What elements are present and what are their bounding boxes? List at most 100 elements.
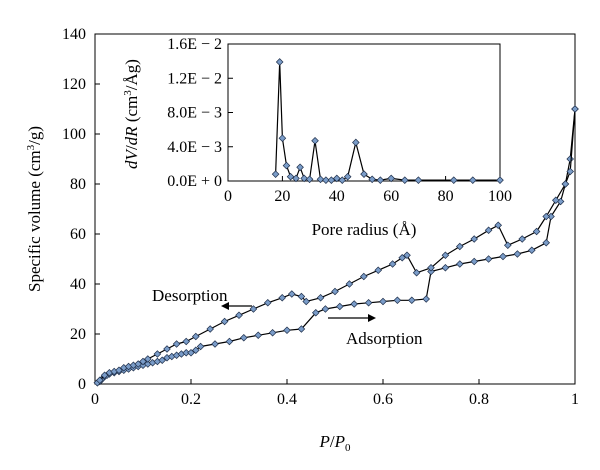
inset-data-point <box>414 176 423 184</box>
main-data-point <box>484 226 493 235</box>
main-data-point <box>249 305 258 313</box>
main-data-point <box>571 105 579 113</box>
main-data-point <box>441 263 450 272</box>
inset-background <box>228 44 500 181</box>
main-data-point <box>225 337 234 346</box>
inset-data-point <box>338 176 347 184</box>
desorption-label: Desorption <box>152 286 228 305</box>
main-data-point <box>288 290 296 298</box>
main-data-point <box>139 357 147 366</box>
main-data-point <box>163 345 171 353</box>
main-y-axis-label: Specific volume (cm3/g) <box>25 126 44 292</box>
inset-data-point <box>401 176 409 184</box>
main-data-point <box>187 348 195 357</box>
inset-data-point <box>296 163 304 172</box>
inset-data-point <box>286 172 295 181</box>
inset-data-point <box>300 174 308 183</box>
main-data-point <box>283 326 291 335</box>
inset-x-tick-label: 60 <box>383 188 399 205</box>
main-x-tick-label: 0 <box>91 391 99 408</box>
main-data-point <box>528 246 536 255</box>
main-data-point <box>470 257 478 266</box>
annotations: Desorption Adsorption <box>152 286 423 348</box>
main-data-point <box>552 196 560 205</box>
main-y-tick-label: 140 <box>62 26 86 43</box>
main-data-point <box>532 227 541 236</box>
inset-data-point <box>333 174 341 183</box>
inset-x-tick-label: 20 <box>274 188 290 205</box>
main-data-point <box>441 251 450 260</box>
inset-data-point <box>343 172 352 181</box>
inset-x-tick-label: 0 <box>224 188 232 205</box>
main-y-tick-label: 40 <box>70 276 86 293</box>
inset-series-group <box>271 58 504 184</box>
main-data-point <box>456 260 464 268</box>
main-data-point <box>297 292 306 301</box>
main-x-tick-label: 1 <box>571 391 579 408</box>
inset-data-point <box>311 136 319 145</box>
inset-y-axis: 0.0E + 0 4.0E − 3 8.0E − 3 1.2E − 2 1.6E − 2 <box>167 36 233 190</box>
main-data-point <box>456 242 464 251</box>
main-data-point <box>153 350 162 358</box>
main-data-point <box>196 342 205 351</box>
main-data-point <box>403 251 411 260</box>
inset-x-tick-label: 40 <box>329 188 345 205</box>
inset-data-point <box>469 176 477 184</box>
inset-data-point <box>292 174 300 183</box>
inset-plot: 0.0E + 0 4.0E − 3 8.0E − 3 1.2E − 2 1.6E − 2… <box>167 36 512 205</box>
main-data-point <box>278 293 286 302</box>
inset-data-point <box>282 161 291 170</box>
main-data-point <box>388 260 397 268</box>
main-data-point <box>499 252 507 261</box>
main-x-axis: 0 0.2 0.4 0.6 0.8 1 <box>91 379 579 408</box>
main-data-point <box>374 266 382 275</box>
main-data-point <box>182 337 190 346</box>
main-x-tick-label: 0.6 <box>373 391 393 408</box>
main-data-point <box>206 325 214 333</box>
main-data-point <box>115 366 123 375</box>
inset-data-point <box>376 176 385 184</box>
main-data-point <box>364 298 373 307</box>
main-series-group <box>93 105 579 387</box>
main-y-tick-label: 120 <box>62 76 86 93</box>
main-data-point <box>331 287 339 296</box>
main-x-tick-label: 0.4 <box>277 391 297 408</box>
main-data-point <box>316 293 325 302</box>
inset-data-point <box>387 174 395 183</box>
main-data-point <box>504 241 512 250</box>
desorption-arrowhead <box>221 302 229 310</box>
main-data-point <box>192 346 200 355</box>
main-x-tick-label: 0.2 <box>181 391 201 408</box>
main-data-point <box>264 298 272 307</box>
main-data-point <box>144 355 152 363</box>
main-data-point <box>235 311 243 320</box>
main-data-point <box>542 238 550 247</box>
inset-x-tick-label: 80 <box>438 188 454 205</box>
main-y-axis: 0 20 40 60 80 100 120 140 <box>62 26 100 393</box>
inset-data-point <box>496 176 504 184</box>
main-data-point <box>312 308 320 317</box>
main-data-point <box>321 305 330 313</box>
main-data-point <box>134 360 142 368</box>
main-y-tick-label: 100 <box>62 126 86 143</box>
inset-data-point <box>352 138 360 147</box>
main-data-point <box>345 280 354 288</box>
inset-data-point <box>278 134 287 142</box>
main-y-tick-label: 60 <box>70 226 86 243</box>
main-data-point <box>494 221 502 230</box>
inset-y-axis-label: dV/dR (cm3/Åg) <box>122 59 141 169</box>
main-y-tick-label: 20 <box>70 326 86 343</box>
main-data-point <box>561 180 570 188</box>
main-data-point <box>566 155 574 163</box>
inset-data-point <box>271 170 280 178</box>
main-data-point <box>172 340 181 348</box>
main-y-tick-label: 80 <box>70 176 86 193</box>
inset-y-tick-label: 1.6E − 2 <box>167 36 222 53</box>
main-data-point <box>542 212 550 221</box>
main-data-point <box>408 296 416 305</box>
inset-y-tick-label: 8.0E − 3 <box>167 105 222 122</box>
inset-data-point <box>327 176 336 184</box>
main-data-point <box>379 297 387 306</box>
inset-x-tick-label: 100 <box>488 188 512 205</box>
